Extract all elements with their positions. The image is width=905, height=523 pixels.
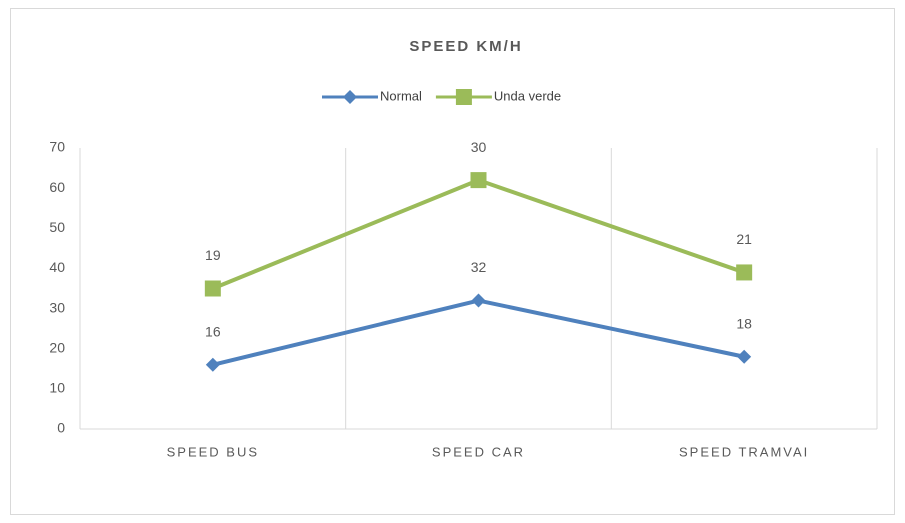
- data-label: 32: [471, 259, 487, 275]
- marker: [455, 89, 472, 105]
- x-tick-label: SPEED CAR: [432, 444, 525, 459]
- data-label: 30: [471, 139, 487, 155]
- marker: [204, 280, 221, 297]
- y-tick-label: 30: [49, 299, 65, 315]
- marker: [471, 293, 486, 308]
- marker: [470, 172, 487, 189]
- legend-label: Unda verde: [494, 88, 561, 103]
- legend-label: Normal: [380, 88, 422, 103]
- y-tick-label: 70: [49, 139, 65, 155]
- x-tick-label: SPEED BUS: [167, 444, 259, 459]
- marker: [737, 349, 752, 364]
- y-tick-label: 20: [49, 339, 65, 355]
- y-tick-label: 0: [57, 420, 65, 436]
- data-label: 21: [736, 231, 752, 247]
- marker: [736, 264, 753, 281]
- data-label: 19: [205, 247, 221, 263]
- chart-title: SPEED KM/H: [409, 38, 522, 55]
- y-tick-label: 60: [49, 179, 65, 195]
- data-label: 16: [205, 323, 221, 339]
- marker: [205, 357, 220, 372]
- chart-border: [10, 8, 895, 515]
- y-tick-label: 10: [49, 380, 65, 396]
- marker: [343, 90, 357, 104]
- y-tick-label: 50: [49, 219, 65, 235]
- x-tick-label: SPEED TRAMVAI: [679, 444, 809, 459]
- data-label: 18: [736, 315, 752, 331]
- y-tick-label: 40: [49, 259, 65, 275]
